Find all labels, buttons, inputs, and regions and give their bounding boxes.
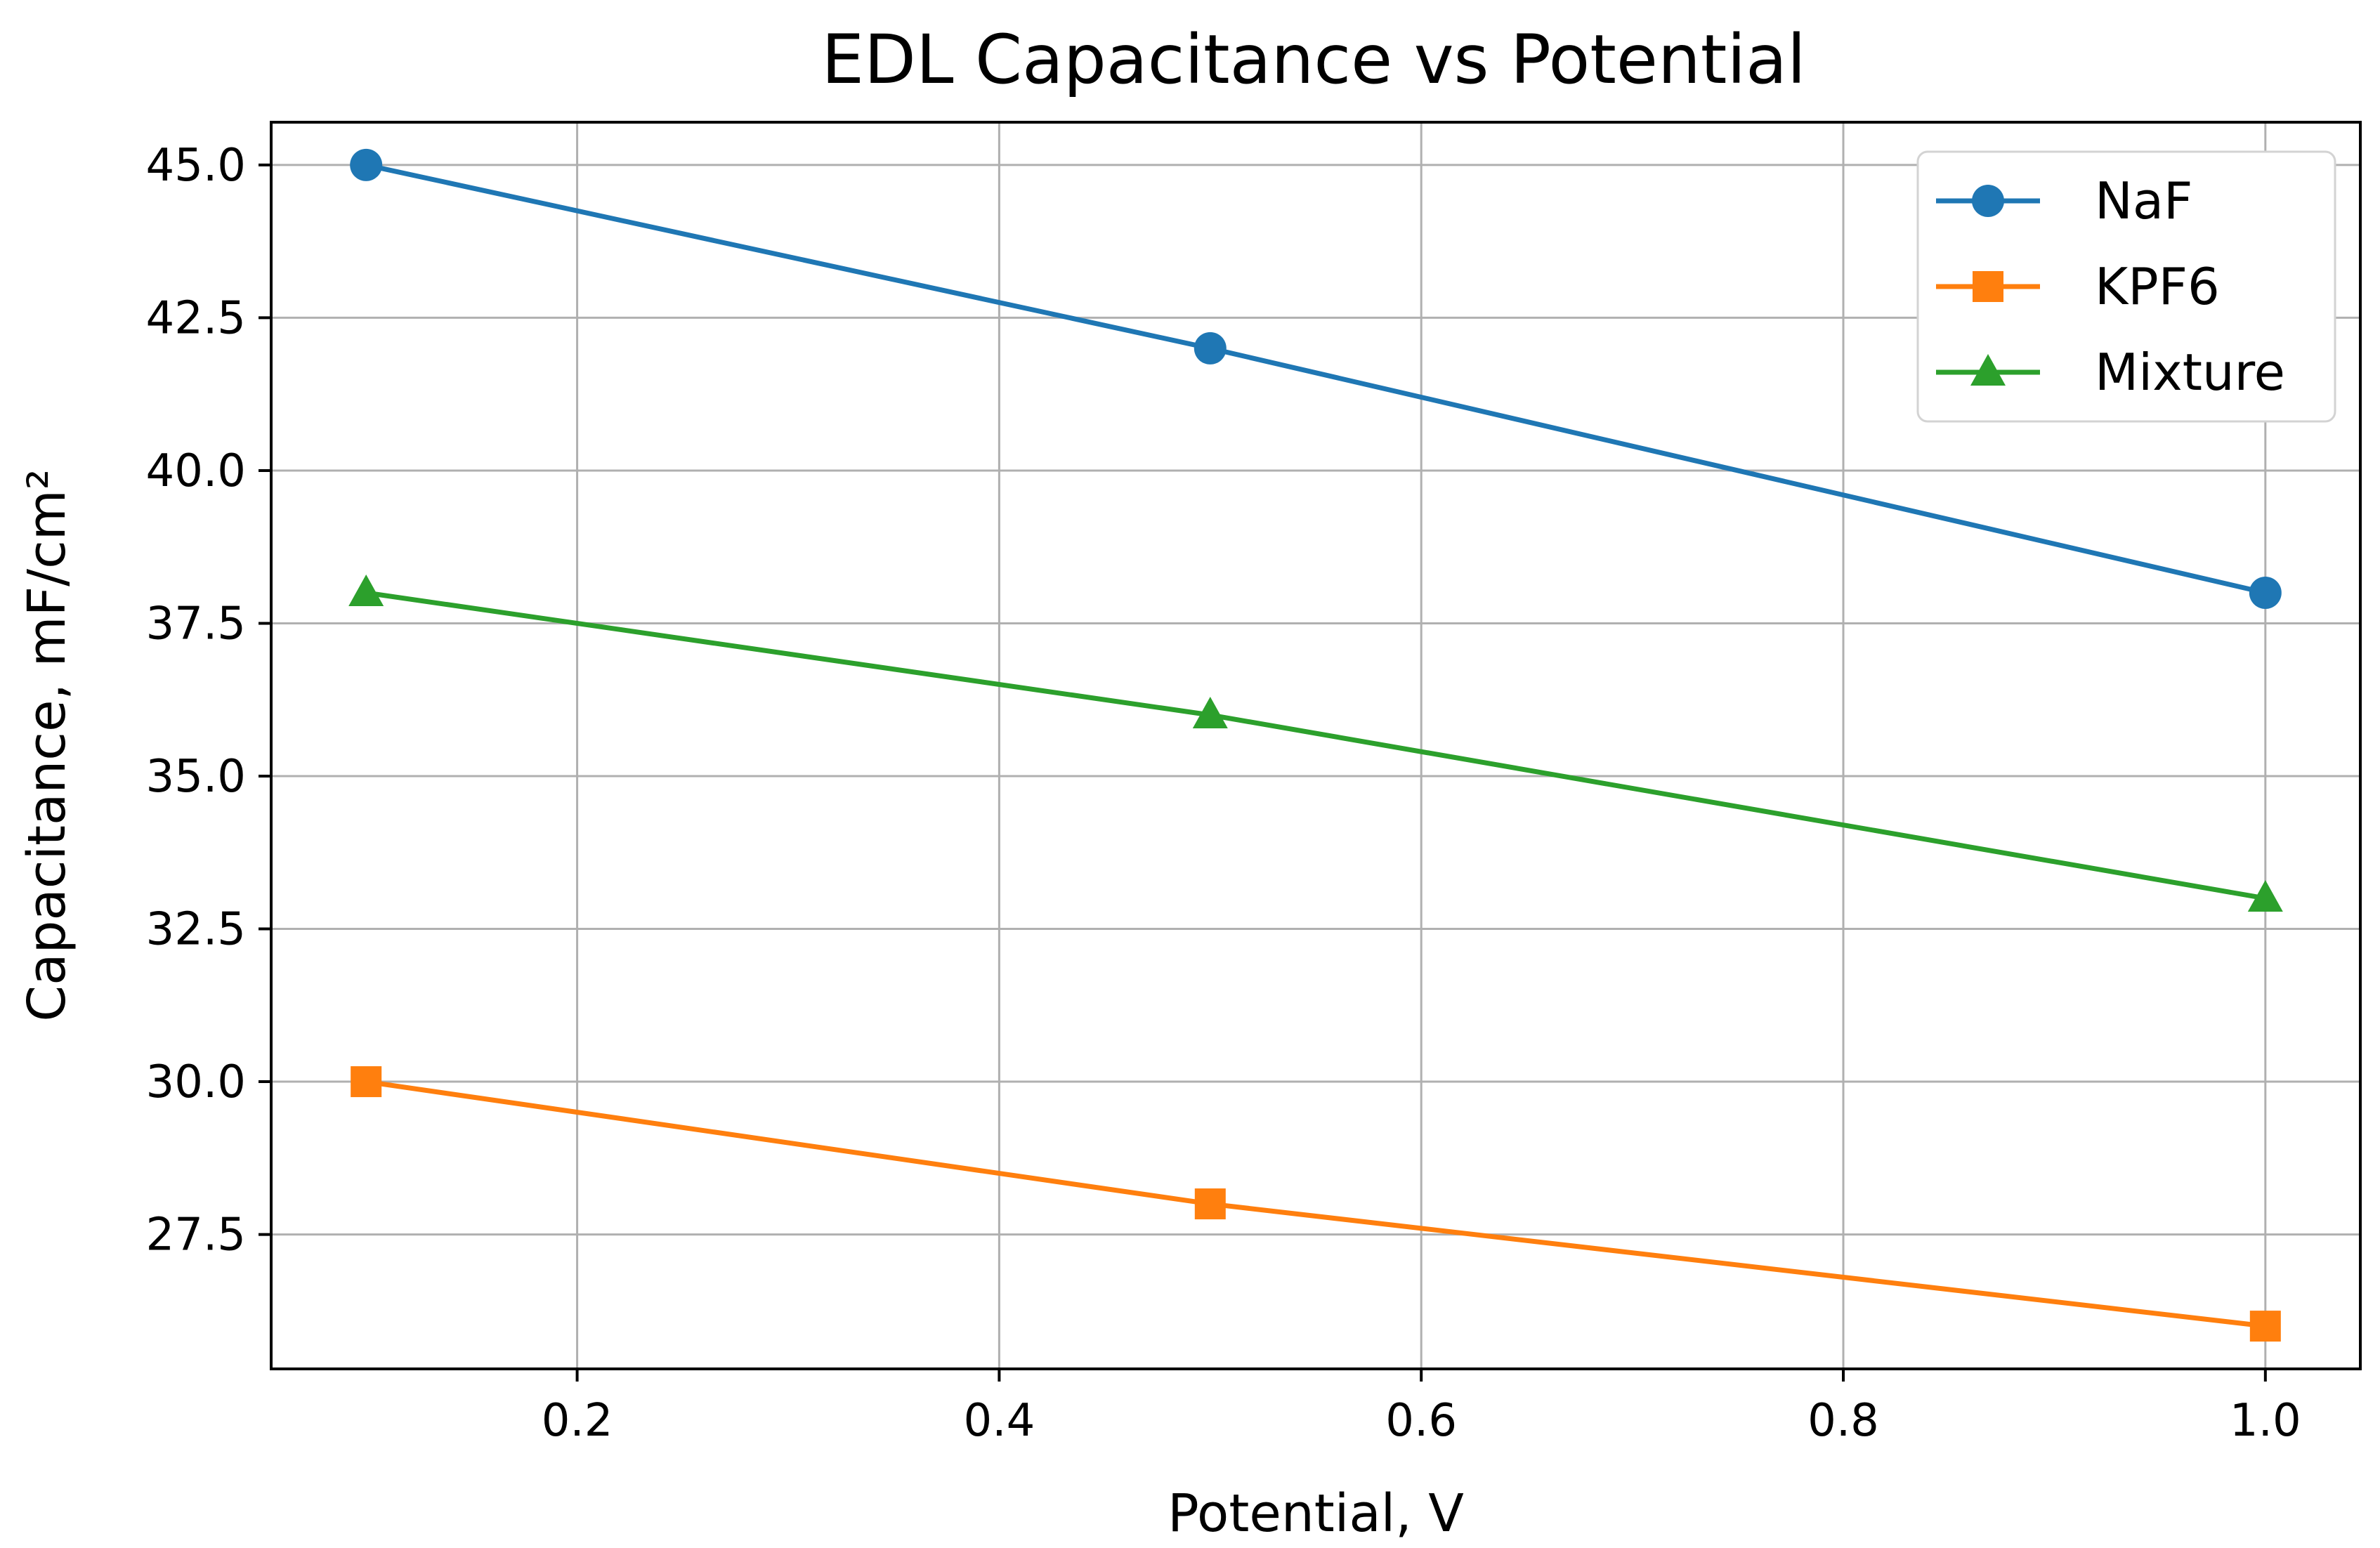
y-tick-label: 35.0 [146, 751, 247, 803]
legend: NaF KPF6 Mixture [1916, 150, 2336, 423]
y-tick-label: 27.5 [146, 1209, 247, 1261]
legend-box [1916, 150, 2336, 423]
y-tick-label: 30.0 [146, 1056, 247, 1108]
x-tick-label: 1.0 [2230, 1395, 2301, 1447]
data-point-kpf6 [2249, 1311, 2281, 1342]
x-tick-label: 0.8 [1807, 1395, 1879, 1447]
y-tick-label: 32.5 [146, 904, 247, 956]
legend-marker-mixture [1970, 354, 2006, 386]
legend-marker-kpf6 [1973, 271, 2003, 302]
data-point-kpf6 [1194, 1188, 1226, 1220]
legend-label-mixture: Mixture [2095, 343, 2285, 402]
y-axis-ticks: 27.5 30.0 32.5 35.0 37.5 40.0 42.5 45.0 [146, 140, 271, 1261]
series-kpf6 [351, 1066, 2281, 1342]
series-group [348, 148, 2283, 1342]
legend-label-naf: NaF [2095, 171, 2192, 230]
y-tick-label: 45.0 [146, 140, 247, 192]
y-tick-label: 37.5 [146, 598, 247, 650]
chart-title: EDL Capacitance vs Potential [821, 20, 1805, 99]
y-tick-label: 42.5 [146, 292, 247, 344]
data-point-naf [350, 148, 383, 181]
series-mixture [348, 574, 2283, 912]
plot-frame [270, 121, 2362, 1370]
data-point-mixture [1192, 696, 1228, 728]
grid-lines [271, 122, 2360, 1369]
data-point-mixture [2247, 880, 2283, 912]
x-axis-label: Potential, V [1168, 1483, 1464, 1544]
x-axis-ticks: 0.2 0.4 0.6 0.8 1.0 [542, 1369, 2301, 1447]
data-point-naf [1194, 332, 1227, 365]
data-point-mixture [348, 574, 384, 606]
series-naf [350, 148, 2282, 609]
legend-item-mixture: Mixture [1936, 343, 2285, 402]
data-point-kpf6 [351, 1066, 382, 1098]
x-tick-label: 0.4 [964, 1395, 1035, 1447]
y-axis-label: Capacitance, mF/cm² [17, 468, 77, 1021]
legend-item-kpf6: KPF6 [1936, 257, 2220, 316]
legend-marker-naf [1972, 185, 2004, 217]
legend-item-naf: NaF [1936, 171, 2192, 230]
y-tick-label: 40.0 [146, 445, 247, 497]
legend-label-kpf6: KPF6 [2095, 257, 2220, 316]
x-tick-label: 0.6 [1385, 1395, 1457, 1447]
x-tick-label: 0.2 [542, 1395, 613, 1447]
data-point-naf [2249, 576, 2282, 609]
